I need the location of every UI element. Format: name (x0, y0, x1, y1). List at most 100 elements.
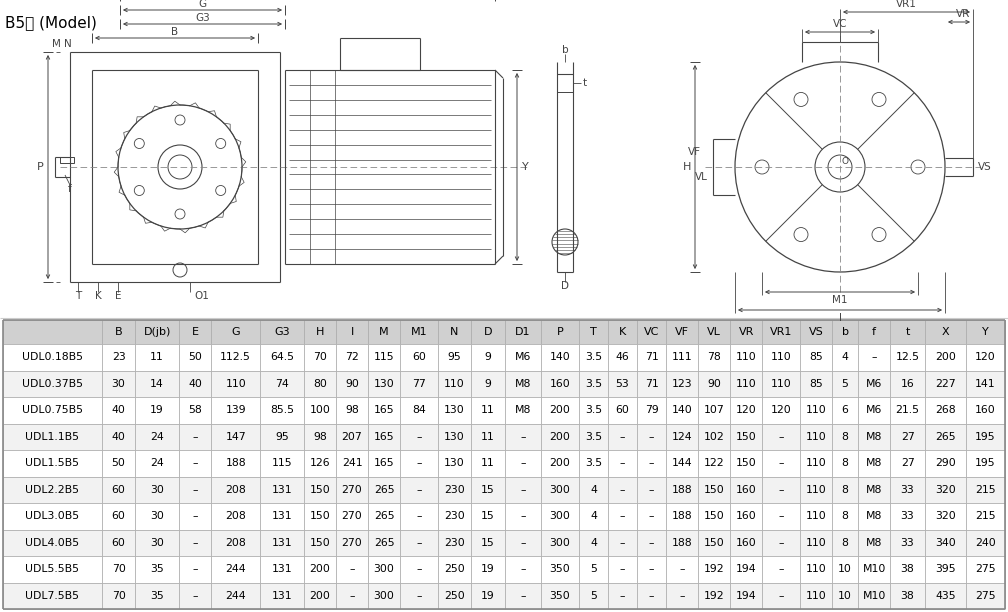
Text: 215: 215 (975, 511, 996, 521)
Bar (368, 397, 400, 424)
Bar (102, 450, 135, 477)
Text: 200: 200 (549, 458, 571, 468)
Bar (579, 450, 608, 477)
Text: 188: 188 (672, 485, 692, 494)
Bar (966, 477, 1005, 503)
Text: M1: M1 (410, 327, 427, 337)
Text: 120: 120 (975, 353, 996, 362)
Bar (3, 424, 102, 450)
Text: 150: 150 (704, 485, 725, 494)
Bar (762, 344, 800, 370)
Text: VS: VS (978, 162, 992, 172)
Bar (832, 450, 858, 477)
Text: –: – (416, 511, 421, 521)
Text: –: – (416, 564, 421, 574)
Text: E: E (115, 291, 121, 301)
Bar (505, 450, 541, 477)
Text: t: t (905, 327, 910, 337)
Text: 300: 300 (549, 538, 571, 548)
Text: –: – (649, 458, 654, 468)
Bar (832, 424, 858, 450)
Bar (541, 477, 579, 503)
Text: 270: 270 (342, 485, 363, 494)
Bar (666, 397, 699, 424)
Text: 188: 188 (672, 538, 692, 548)
Text: 435: 435 (935, 591, 956, 601)
Bar (368, 320, 400, 344)
Text: 110: 110 (805, 458, 827, 468)
Bar (608, 424, 637, 450)
Bar (925, 397, 966, 424)
Text: 53: 53 (616, 379, 629, 389)
Bar (260, 583, 304, 609)
Bar (541, 529, 579, 556)
Bar (505, 556, 541, 583)
Text: 110: 110 (805, 564, 827, 574)
Bar (304, 529, 336, 556)
Text: –: – (679, 591, 684, 601)
Text: 11: 11 (150, 353, 164, 362)
Text: 192: 192 (704, 591, 725, 601)
Bar (505, 397, 541, 424)
Text: –: – (649, 431, 654, 442)
Bar (505, 583, 541, 609)
Text: 21.5: 21.5 (895, 405, 919, 416)
Text: 3.5: 3.5 (585, 458, 602, 468)
Bar (211, 320, 260, 344)
Text: 9: 9 (485, 353, 492, 362)
Bar (579, 503, 608, 529)
Text: P: P (36, 162, 43, 172)
Text: VR1: VR1 (770, 327, 792, 337)
Bar (966, 583, 1005, 609)
Text: 200: 200 (549, 405, 571, 416)
Bar (800, 529, 832, 556)
Text: UDL7.5B5: UDL7.5B5 (25, 591, 80, 601)
Text: 208: 208 (226, 511, 246, 521)
Bar (637, 397, 666, 424)
Text: M8: M8 (515, 379, 531, 389)
Text: 11: 11 (481, 405, 495, 416)
Text: 11: 11 (481, 458, 495, 468)
Bar (102, 370, 135, 397)
Text: –: – (193, 564, 198, 574)
Bar (135, 529, 179, 556)
Bar (260, 424, 304, 450)
Text: 27: 27 (901, 458, 914, 468)
Text: 40: 40 (112, 431, 126, 442)
Bar (925, 556, 966, 583)
Bar (336, 503, 368, 529)
Bar (368, 370, 400, 397)
Text: 194: 194 (736, 591, 756, 601)
Bar (608, 344, 637, 370)
Text: –: – (520, 591, 525, 601)
Text: 150: 150 (309, 485, 331, 494)
Bar (505, 529, 541, 556)
Bar (541, 397, 579, 424)
Text: VR: VR (956, 9, 970, 19)
Text: –: – (416, 591, 421, 601)
Text: 150: 150 (309, 511, 331, 521)
Bar (135, 450, 179, 477)
Text: 90: 90 (345, 379, 359, 389)
Text: 120: 120 (736, 405, 757, 416)
Text: 160: 160 (736, 511, 757, 521)
Text: 160: 160 (549, 379, 571, 389)
Text: UDL3.0B5: UDL3.0B5 (25, 511, 80, 521)
Text: –: – (778, 538, 784, 548)
Text: f: f (872, 327, 876, 337)
Text: –: – (620, 538, 625, 548)
Bar (800, 556, 832, 583)
Text: –: – (778, 458, 784, 468)
Bar (858, 397, 890, 424)
Text: 110: 110 (771, 379, 791, 389)
Text: –: – (620, 511, 625, 521)
Text: 160: 160 (736, 485, 757, 494)
Text: 46: 46 (616, 353, 629, 362)
Text: D: D (561, 281, 569, 291)
Text: H: H (316, 327, 325, 337)
Bar (102, 320, 135, 344)
Text: UDL4.0B5: UDL4.0B5 (25, 538, 80, 548)
Bar (579, 320, 608, 344)
Text: 275: 275 (975, 564, 996, 574)
Text: –: – (193, 538, 198, 548)
